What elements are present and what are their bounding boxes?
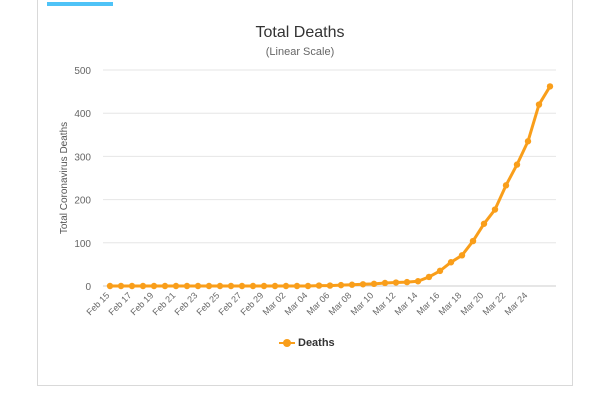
y-tick-label: 100 (74, 239, 91, 250)
x-tick-label: Feb 21 (151, 290, 178, 317)
y-tick-label: 500 (74, 66, 91, 77)
x-tick-label: Mar 14 (393, 290, 420, 317)
data-point[interactable] (524, 138, 532, 145)
data-point[interactable] (161, 282, 169, 290)
data-point[interactable] (502, 182, 510, 189)
data-point[interactable] (535, 101, 543, 108)
data-point[interactable] (359, 281, 367, 288)
y-axis-ticks: 0 100 200 300 400 500 (74, 66, 91, 293)
x-tick-label: Mar 08 (327, 290, 354, 317)
x-tick-label: Mar 02 (261, 290, 288, 317)
y-tick-label: 200 (74, 196, 91, 207)
x-tick-label: Feb 19 (129, 290, 156, 317)
data-point[interactable] (260, 282, 268, 290)
series-line (110, 85, 552, 288)
data-point[interactable] (216, 282, 224, 290)
data-point[interactable] (282, 282, 290, 290)
data-point[interactable] (183, 282, 191, 290)
x-tick-label: Mar 10 (349, 290, 376, 317)
x-tick-label: Feb 15 (85, 290, 112, 317)
data-point[interactable] (326, 282, 334, 289)
data-point[interactable] (513, 161, 521, 168)
series-deaths (106, 83, 554, 290)
y-tick-label: 0 (85, 282, 91, 293)
data-point[interactable] (491, 206, 499, 213)
x-tick-label: Mar 16 (415, 290, 442, 317)
data-point[interactable] (227, 282, 235, 290)
data-point[interactable] (436, 267, 444, 275)
active-tab-indicator (47, 2, 113, 6)
x-tick-label: Feb 17 (107, 290, 134, 317)
x-tick-label: Mar 22 (481, 290, 508, 317)
data-point[interactable] (315, 282, 323, 289)
data-point[interactable] (447, 259, 455, 266)
data-point[interactable] (106, 282, 114, 290)
legend-line-marker-icon (279, 337, 295, 349)
y-tick-label: 400 (74, 109, 91, 120)
data-point[interactable] (425, 273, 433, 281)
data-point[interactable] (304, 282, 312, 290)
data-point[interactable] (150, 282, 158, 290)
data-point[interactable] (293, 282, 301, 290)
chart-panel (37, 0, 573, 386)
data-point[interactable] (381, 279, 389, 287)
data-point[interactable] (403, 278, 411, 286)
data-point[interactable] (205, 282, 213, 290)
y-tick-label: 300 (74, 152, 91, 163)
data-point[interactable] (546, 83, 554, 90)
x-tick-label: Feb 23 (173, 290, 200, 317)
x-tick-label: Feb 25 (195, 290, 222, 317)
data-point[interactable] (238, 282, 246, 290)
data-point[interactable] (337, 281, 345, 289)
data-point[interactable] (271, 282, 279, 290)
data-point[interactable] (348, 281, 356, 288)
data-point[interactable] (172, 282, 180, 290)
x-tick-label: Mar 18 (437, 290, 464, 317)
data-point[interactable] (458, 252, 466, 259)
legend-label: Deaths (298, 337, 335, 349)
data-point[interactable] (139, 282, 147, 290)
x-tick-label: Mar 12 (371, 290, 398, 317)
x-tick-label: Feb 27 (217, 290, 244, 317)
chart-subtitle: (Linear Scale) (265, 46, 335, 58)
data-point[interactable] (480, 220, 488, 227)
data-point[interactable] (249, 282, 257, 290)
x-tick-label: Mar 06 (305, 290, 332, 317)
data-point[interactable] (370, 280, 378, 288)
x-tick-label: Mar 24 (503, 290, 530, 317)
data-point[interactable] (128, 282, 136, 290)
grid-lines (103, 69, 556, 287)
y-axis-label: Total Coronavirus Deaths (59, 122, 70, 234)
data-point[interactable] (194, 282, 202, 290)
data-point[interactable] (392, 279, 400, 286)
chart-title: Total Deaths (255, 24, 345, 41)
x-tick-label: Mar 20 (459, 290, 486, 317)
x-tick-label: Feb 29 (239, 290, 266, 317)
data-point[interactable] (469, 237, 477, 245)
x-tick-label: Mar 04 (283, 290, 310, 317)
legend-item-deaths[interactable]: Deaths (279, 337, 335, 349)
data-point[interactable] (117, 282, 125, 290)
data-point[interactable] (414, 278, 422, 285)
